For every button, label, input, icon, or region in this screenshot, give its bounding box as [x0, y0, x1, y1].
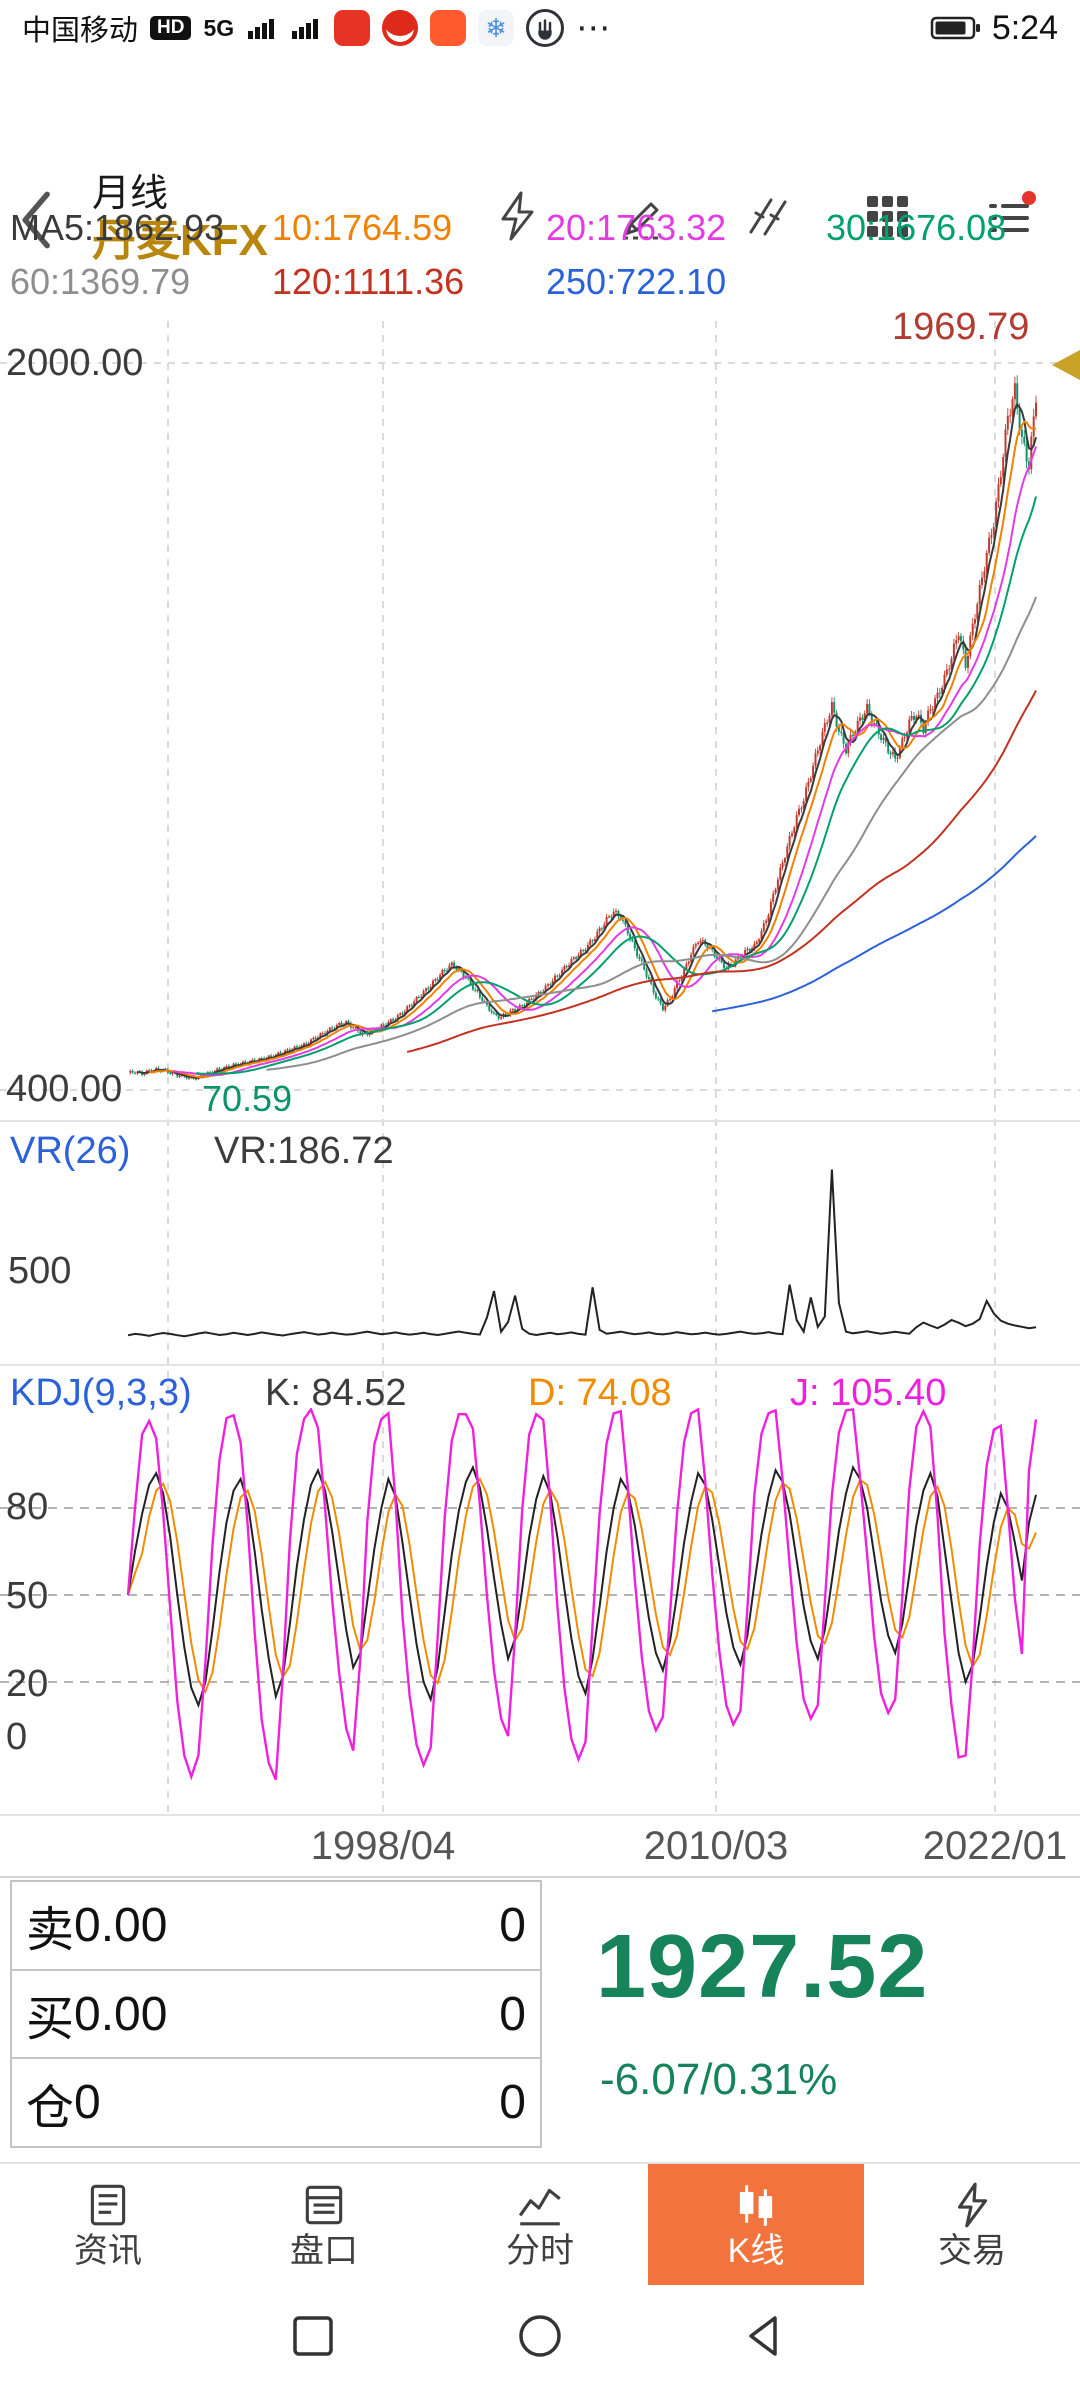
app-icon-orange [430, 10, 467, 46]
kdj-level-0: 0 [6, 1716, 28, 1758]
ma60-legend: 60:1369.79 [10, 261, 191, 302]
tab-news[interactable]: 资讯 [0, 2164, 216, 2285]
status-bar: 中国移动 HD 5G ❄ ⋯ 5:24 [0, 0, 1080, 56]
sell-label: 卖 [26, 1904, 75, 1958]
hd-badge: HD [150, 16, 192, 40]
signal-bars2-icon [292, 19, 319, 39]
position-value: 0 [74, 2076, 101, 2130]
period-high-label: 1969.79 [892, 306, 1030, 348]
vr-chart[interactable] [0, 1162, 1080, 1362]
flash-refresh-button[interactable] [489, 188, 545, 244]
android-home-button[interactable] [516, 2312, 564, 2360]
symbol-title: 丹麦KFX [92, 216, 268, 265]
buy-label: 买 [26, 1993, 75, 2046]
kdj-d-label: D: 74.08 [528, 1372, 672, 1414]
tab-bar: 资讯 盘口 分时 K线 交易 [0, 2162, 1080, 2285]
divider [0, 1364, 1080, 1366]
signal-bars-icon [248, 19, 275, 39]
divider [0, 1814, 1080, 1816]
grid-layout-button[interactable] [859, 188, 915, 244]
buy-price: 0.00 [74, 1987, 168, 2041]
y-axis-label-2000: 2000.00 [6, 342, 144, 384]
draw-tool-button[interactable] [615, 188, 671, 244]
back-button[interactable] [16, 186, 60, 254]
vr-value-label: VR:186.72 [214, 1130, 394, 1172]
android-back-button[interactable] [742, 2312, 790, 2360]
ma10-legend: 10:1764.59 [272, 207, 453, 248]
tab-kline-label: K线 [727, 2231, 785, 2270]
ma5-legend: MA5:1862.93 [10, 207, 225, 248]
divider [0, 1876, 1080, 1878]
candlestick-chart[interactable] [0, 321, 1080, 1117]
news-icon [90, 2184, 126, 2225]
kdj-j-label: J: 105.40 [790, 1372, 947, 1414]
title-block: 月线 丹麦KFX [92, 172, 268, 266]
tab-news-label: 资讯 [74, 2231, 142, 2270]
ma120-legend: 120:1111.36 [272, 261, 465, 302]
tab-trade-label: 交易 [938, 2231, 1006, 2270]
period-low-label: 70.59 [202, 1078, 293, 1119]
carrier-label: 中国移动 [22, 15, 139, 47]
list-settings-button[interactable] [982, 188, 1038, 244]
orderbook-icon [305, 2185, 343, 2224]
vr-y-label-500: 500 [8, 1250, 72, 1292]
snowflake-icon: ❄ [478, 10, 515, 46]
buy-row: 买 0.00 0 [12, 1968, 540, 2058]
hand-block-icon [526, 9, 565, 47]
tab-orderbook[interactable]: 盘口 [216, 2164, 432, 2285]
kline-icon [739, 2184, 773, 2226]
clock-label: 5:24 [991, 8, 1058, 47]
last-price-marker [1052, 350, 1080, 380]
x-tick-1998: 1998/04 [310, 1824, 456, 1868]
kdj-chart[interactable] [0, 1408, 1080, 1814]
app-icon-red [334, 10, 371, 46]
tab-kline[interactable]: K线 [648, 2164, 864, 2285]
more-icon: ⋯ [576, 9, 613, 47]
buy-qty: 0 [499, 1987, 526, 2041]
divider [0, 1120, 1080, 1122]
sell-row: 卖 0.00 0 [12, 1882, 540, 1969]
tab-intraday-label: 分时 [506, 2231, 574, 2270]
weibo-icon [382, 10, 419, 46]
intraday-chart-icon [518, 2188, 561, 2225]
ma20-legend: 20:1763.32 [546, 207, 727, 248]
kdj-level-20: 20 [6, 1663, 49, 1705]
sell-qty: 0 [499, 1898, 526, 1952]
y-axis-label-400: 400.00 [6, 1068, 123, 1110]
notification-dot [1022, 191, 1036, 205]
trade-flash-icon [957, 2182, 988, 2227]
kdj-k-label: K: 84.52 [265, 1372, 407, 1414]
battery-icon [930, 16, 980, 40]
position-label: 仓 [26, 2081, 75, 2135]
kdj-level-50: 50 [6, 1575, 49, 1617]
x-tick-2010: 2010/03 [643, 1824, 789, 1868]
sell-price: 0.00 [74, 1898, 168, 1952]
x-tick-2022: 2022/01 [922, 1824, 1068, 1868]
position-qty: 0 [499, 2076, 526, 2130]
tab-intraday[interactable]: 分时 [432, 2164, 648, 2285]
kdj-title: KDJ(9,3,3) [10, 1372, 192, 1414]
tab-trade[interactable]: 交易 [864, 2164, 1080, 2285]
vr-title: VR(26) [10, 1130, 131, 1172]
period-title: 月线 [92, 173, 169, 215]
price-change: -6.07/0.31% [600, 2055, 838, 2104]
tab-orderbook-label: 盘口 [290, 2231, 358, 2270]
last-price: 1927.52 [596, 1917, 929, 2017]
android-recents-button[interactable] [289, 2312, 337, 2360]
app-header: 月线 丹麦KFX [0, 84, 1080, 265]
ma30-legend: 30:1676.08 [826, 207, 1007, 248]
network-5g-label: 5G [203, 14, 235, 41]
compare-indicator-button[interactable] [737, 188, 793, 244]
kdj-level-80: 80 [6, 1486, 49, 1528]
ma250-legend: 250:722.10 [546, 261, 727, 302]
chart-grid [167, 321, 996, 1813]
